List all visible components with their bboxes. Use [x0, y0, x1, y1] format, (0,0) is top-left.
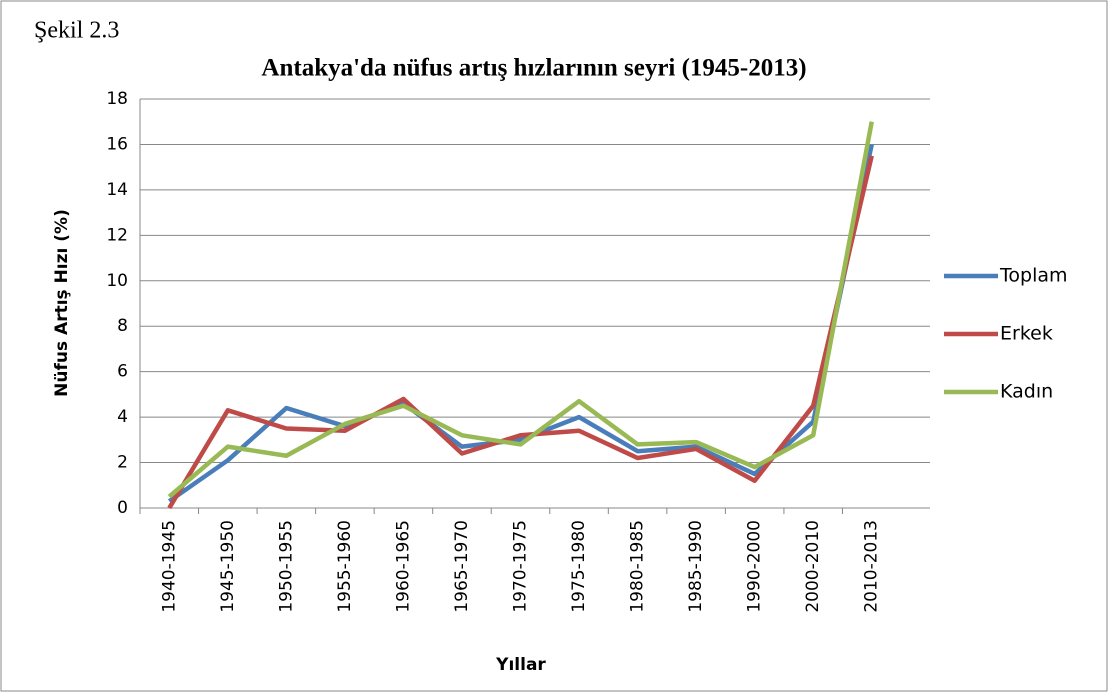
x-tick-label: 1950-1955: [276, 520, 296, 613]
series-line: [167, 121, 874, 499]
x-tick-label: 1970-1975: [511, 520, 531, 613]
x-tick-label: 2000-2010: [803, 520, 823, 613]
y-tick-label: 8: [117, 316, 128, 336]
legend-label: Kadın: [1000, 381, 1053, 403]
y-tick-label: 14: [106, 180, 128, 200]
y-axis-label: Nüfus Artış Hızı (%): [52, 209, 72, 397]
x-tick-label: 2010-2013: [862, 520, 882, 613]
series-line: [167, 143, 874, 504]
x-tick-label: 1985-1990: [686, 520, 706, 613]
y-tick-label: 18: [106, 89, 128, 109]
y-tick-label: 2: [117, 453, 128, 473]
y-tick-label: 0: [117, 498, 128, 518]
x-tick-label: 1960-1965: [393, 520, 413, 613]
y-tick-label: 4: [117, 407, 128, 427]
x-tick-label: 1955-1960: [335, 520, 355, 613]
legend-label: Toplam: [999, 265, 1068, 287]
y-tick-label: 16: [106, 134, 128, 154]
x-tick-label: 1975-1980: [569, 520, 589, 613]
x-tick-label: 1990-2000: [745, 520, 765, 613]
x-tick-label: 1945-1950: [218, 520, 238, 613]
figure-label: Şekil 2.3: [34, 18, 119, 44]
x-tick-label: 1965-1970: [452, 520, 472, 613]
y-tick-label: 12: [106, 225, 128, 245]
x-axis-label: Yıllar: [495, 655, 546, 675]
series-line: [167, 155, 874, 510]
y-tick-label: 10: [106, 271, 128, 291]
x-tick-label: 1980-1985: [628, 520, 648, 613]
legend-label: Erkek: [1000, 323, 1053, 345]
chart-title: Antakya'da nüfus artış hızlarının seyri …: [261, 55, 806, 82]
y-tick-label: 6: [117, 362, 128, 382]
x-tick-label: 1940-1945: [159, 520, 179, 613]
